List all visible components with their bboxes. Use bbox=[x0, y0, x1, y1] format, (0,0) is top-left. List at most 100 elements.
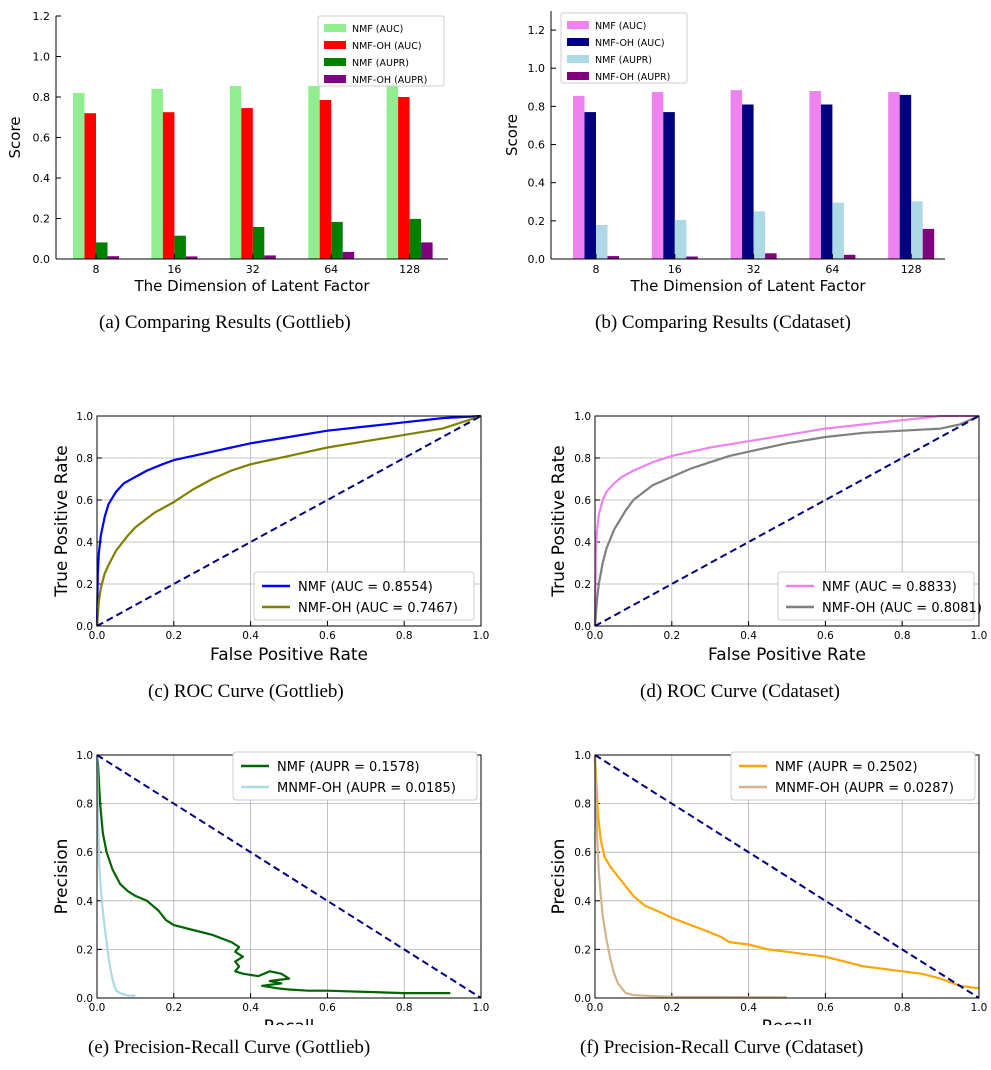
y-tick-label: 0.2 bbox=[528, 215, 546, 228]
panel-e-caption: (e) Precision-Recall Curve (Gottlieb) bbox=[88, 1037, 371, 1058]
reference-line bbox=[594, 415, 980, 627]
y-tick-label: 0.8 bbox=[33, 91, 51, 104]
reference-line bbox=[96, 754, 482, 999]
bar bbox=[730, 90, 743, 259]
series-line bbox=[593, 754, 980, 990]
y-tick-label: 0.0 bbox=[528, 253, 546, 266]
panel-f-chart: 0.00.0 0.2 0.2 0.4 0.4 0.6 0.6 0.8 0.8 1.0 1.0 Reca… bbox=[549, 750, 988, 1025]
bar bbox=[319, 100, 332, 259]
bar bbox=[663, 112, 675, 259]
bar bbox=[809, 91, 821, 259]
x-axis-label: Recall bbox=[762, 1017, 813, 1025]
legend-box bbox=[730, 751, 976, 801]
bar bbox=[584, 112, 596, 259]
y-tick-label: 0.6 bbox=[76, 847, 93, 859]
y-tick-label: 0.6 bbox=[76, 495, 93, 507]
x-tick-label: 0.4 bbox=[242, 1002, 259, 1014]
bar bbox=[107, 256, 119, 259]
bar bbox=[409, 218, 422, 259]
legend-label: NMF (AUPR = 0.2502) bbox=[775, 760, 918, 775]
bar bbox=[832, 202, 844, 259]
y-tick-label: 1.0 bbox=[574, 411, 591, 423]
reference-line bbox=[96, 415, 482, 627]
reference-line bbox=[594, 754, 980, 999]
legend-label: MNMF-OH (AUPR = 0.0185) bbox=[277, 781, 456, 796]
x-tick-label: 0.2 bbox=[165, 630, 182, 642]
x-tick-label: 0.4 bbox=[740, 1002, 757, 1014]
y-axis-label: Precision bbox=[549, 839, 569, 915]
bar bbox=[753, 211, 766, 259]
bar bbox=[331, 221, 343, 259]
y-tick-label: 1.0 bbox=[528, 62, 546, 75]
x-tick-label: 128 bbox=[399, 263, 420, 276]
x-tick-label: 0.6 bbox=[817, 630, 834, 642]
x-tick-label: 0.8 bbox=[894, 630, 911, 642]
x-tick-label: 16 bbox=[668, 263, 682, 276]
bar bbox=[596, 225, 608, 259]
y-tick-label: 0.0 bbox=[33, 253, 51, 266]
y-tick-label: 1.0 bbox=[76, 750, 93, 762]
legend-box bbox=[232, 751, 478, 801]
x-tick-label: 0.0 bbox=[89, 1002, 106, 1014]
bar bbox=[888, 92, 900, 259]
bar bbox=[73, 92, 85, 260]
legend-label: NMF-OH (AUC) bbox=[595, 38, 665, 49]
x-tick-label: 0.0 bbox=[89, 630, 106, 642]
x-tick-label: 1.0 bbox=[473, 1002, 490, 1014]
y-tick-label: 0.8 bbox=[76, 453, 93, 465]
legend-label: NMF (AUC) bbox=[352, 24, 403, 35]
plot-frame bbox=[96, 415, 482, 627]
x-tick-label: 8 bbox=[593, 263, 600, 276]
legend-swatch bbox=[324, 58, 346, 66]
panel-b-caption: (b) Comparing Results (Cdataset) bbox=[595, 312, 851, 333]
x-tick-label: 0.6 bbox=[817, 1002, 834, 1014]
legend-label: NMF-OH (AUC) bbox=[352, 41, 422, 52]
x-tick-label: 1.0 bbox=[971, 1002, 988, 1014]
y-axis-label: Score bbox=[6, 116, 24, 158]
series-line bbox=[95, 754, 451, 995]
bar bbox=[386, 83, 399, 259]
bar bbox=[174, 235, 186, 259]
x-tick-label: 64 bbox=[825, 263, 839, 276]
bar bbox=[607, 256, 619, 259]
x-tick-label: 16 bbox=[167, 263, 181, 276]
y-axis-label: Precision bbox=[52, 839, 72, 915]
bar bbox=[742, 104, 754, 259]
bar bbox=[264, 255, 276, 259]
y-tick-label: 1.2 bbox=[33, 10, 51, 23]
panel-e-chart: 0.00.0 0.2 0.2 0.4 0.4 0.6 0.6 0.8 0.8 1.0 1.0 Reca… bbox=[52, 750, 490, 1025]
x-tick-label: 1.0 bbox=[473, 630, 490, 642]
bar bbox=[342, 251, 355, 259]
series-line bbox=[95, 754, 136, 997]
bar bbox=[252, 227, 265, 259]
panel-d-caption: (d) ROC Curve (Cdataset) bbox=[640, 681, 840, 702]
x-tick-label: 1.0 bbox=[971, 630, 988, 642]
bar bbox=[674, 219, 687, 259]
bar bbox=[843, 254, 856, 259]
bar bbox=[686, 256, 698, 259]
legend-label: NMF (AUC) bbox=[595, 21, 646, 32]
y-tick-label: 0.4 bbox=[33, 172, 51, 185]
bar bbox=[84, 113, 96, 259]
y-tick-label: 0.0 bbox=[76, 993, 93, 1005]
panel-f-caption: (f) Precision-Recall Curve (Cdataset) bbox=[580, 1037, 864, 1058]
x-tick-label: 0.2 bbox=[663, 630, 680, 642]
bar bbox=[151, 88, 163, 260]
y-tick-label: 0.8 bbox=[76, 799, 93, 811]
y-tick-label: 1.0 bbox=[76, 411, 93, 423]
bar bbox=[229, 85, 242, 260]
legend-box bbox=[777, 571, 975, 621]
y-tick-label: 0.0 bbox=[574, 621, 591, 633]
legend-label: NMF (AUC = 0.8833) bbox=[822, 580, 957, 595]
legend-label: NMF (AUPR = 0.1578) bbox=[277, 760, 420, 775]
bar bbox=[820, 104, 833, 259]
panel-c-caption: (c) ROC Curve (Gottlieb) bbox=[148, 681, 344, 702]
y-tick-label: 0.6 bbox=[33, 132, 51, 145]
y-tick-label: 0.0 bbox=[76, 621, 93, 633]
legend-swatch bbox=[567, 55, 589, 63]
x-axis-label: False Positive Rate bbox=[708, 645, 866, 665]
x-tick-label: 0.0 bbox=[587, 630, 604, 642]
bar bbox=[573, 95, 585, 260]
legend-swatch bbox=[324, 75, 346, 83]
y-axis-label: Score bbox=[503, 114, 521, 156]
